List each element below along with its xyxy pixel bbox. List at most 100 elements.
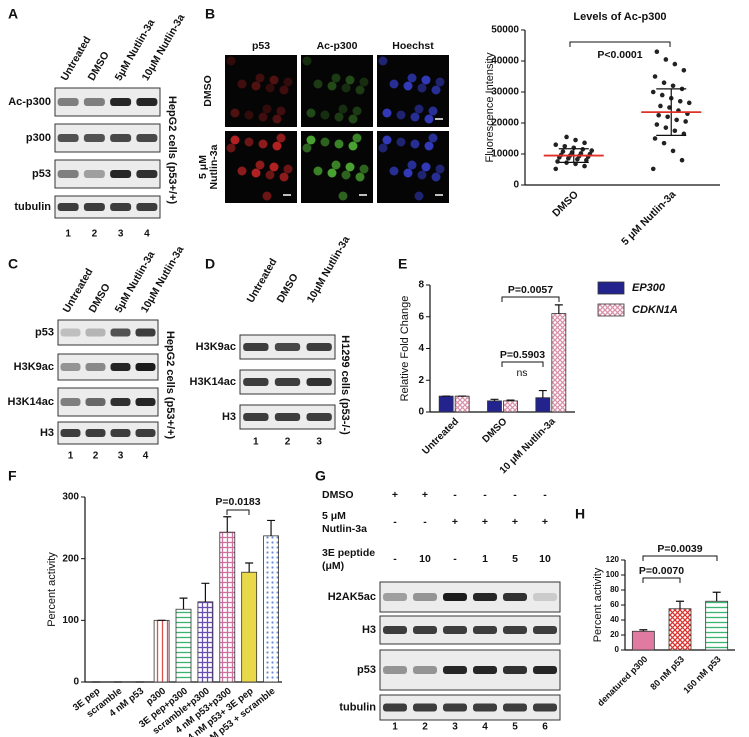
error-bar [490,398,499,401]
significance-bracket [569,41,671,47]
cell-line-label: HepG2 cells (p53+/+) [164,331,176,440]
band [83,203,105,211]
panel-letter: C [8,256,18,272]
cell [396,110,406,120]
panel-letter: F [8,468,17,484]
lane-number: 3 [118,229,124,240]
band [533,666,557,674]
blot-strip [57,421,159,445]
lane-number: 1 [253,437,259,448]
cell [272,114,282,124]
data-point [564,134,569,140]
band [413,593,437,601]
row-label: tubulin [339,701,376,713]
cell [320,110,330,120]
band [85,363,106,371]
y-tick-label: 30000 [491,87,519,98]
cell [352,133,362,143]
row-label: H3 [222,411,236,423]
cell [407,73,417,83]
data-point [686,100,692,106]
cell [302,56,312,66]
cell [359,164,369,174]
band [503,666,527,674]
band [110,170,132,178]
x-tick-label: Untreated [420,416,461,457]
cell [403,81,413,91]
cell [348,114,358,124]
cell [421,162,431,172]
band [60,328,81,337]
error-bar [245,562,254,573]
band [60,398,81,406]
cell [269,75,279,85]
data-point [679,157,685,163]
cell [306,135,316,145]
cell [355,172,365,182]
data-point [569,150,575,155]
cell [255,73,265,83]
cell [424,114,434,124]
cell [331,160,341,170]
data-point [683,119,688,124]
lane-number: 3 [118,451,124,462]
y-tick-label: 0 [513,180,519,191]
condition-label: DMSO [202,75,214,107]
row-label: p53 [32,168,51,180]
error-bar [639,629,648,632]
error-bar [712,591,721,602]
data-point [652,136,658,141]
cell [262,191,272,201]
band [473,626,497,634]
treatment-cell: - [483,489,487,501]
treatment-cell: - [513,489,517,501]
band [57,170,79,178]
data-point [654,49,660,54]
treatment-cell: - [423,516,427,528]
y-tick-label: 200 [62,553,79,564]
cell [226,56,236,66]
cell [410,112,420,122]
legend-swatch [597,281,625,295]
blot-strip [379,615,561,645]
band [83,134,105,142]
band [110,98,132,106]
column-label: DMSO [275,272,301,305]
data-point [681,68,687,73]
data-point [555,159,560,164]
data-point [661,80,667,85]
cell [435,77,445,87]
micrograph [225,55,297,127]
band [57,134,79,142]
cell [279,172,289,182]
treatment-cell: + [452,516,458,528]
y-tick-label: 10000 [491,149,519,160]
band [443,626,467,634]
p-value: P=0.0039 [657,543,702,555]
cell [265,83,275,93]
bar [438,395,454,413]
cell [276,133,286,143]
band [443,703,467,712]
data-point [573,137,578,143]
band [85,328,106,337]
cell [407,160,417,170]
cell [410,139,420,149]
cell [276,106,286,116]
band [60,363,81,371]
cell-line-label: HepG2 cells (p53+/+) [166,96,178,205]
cell [359,77,369,87]
x-tick-label: denatured p300 [595,654,649,708]
treatment-cell: 1 [482,553,488,565]
cell [237,166,247,176]
y-axis-label: Percent activity [46,552,58,627]
row-label: p53 [357,664,376,676]
data-point [658,103,663,109]
channel-label: Ac-p300 [317,40,358,52]
data-point [562,143,568,149]
treatment-cell: + [512,516,518,528]
y-axis-label: Percent activity [592,567,604,642]
y-tick-label: 20 [610,630,619,639]
error-bar [676,600,684,609]
y-tick-label: 100 [606,570,620,579]
